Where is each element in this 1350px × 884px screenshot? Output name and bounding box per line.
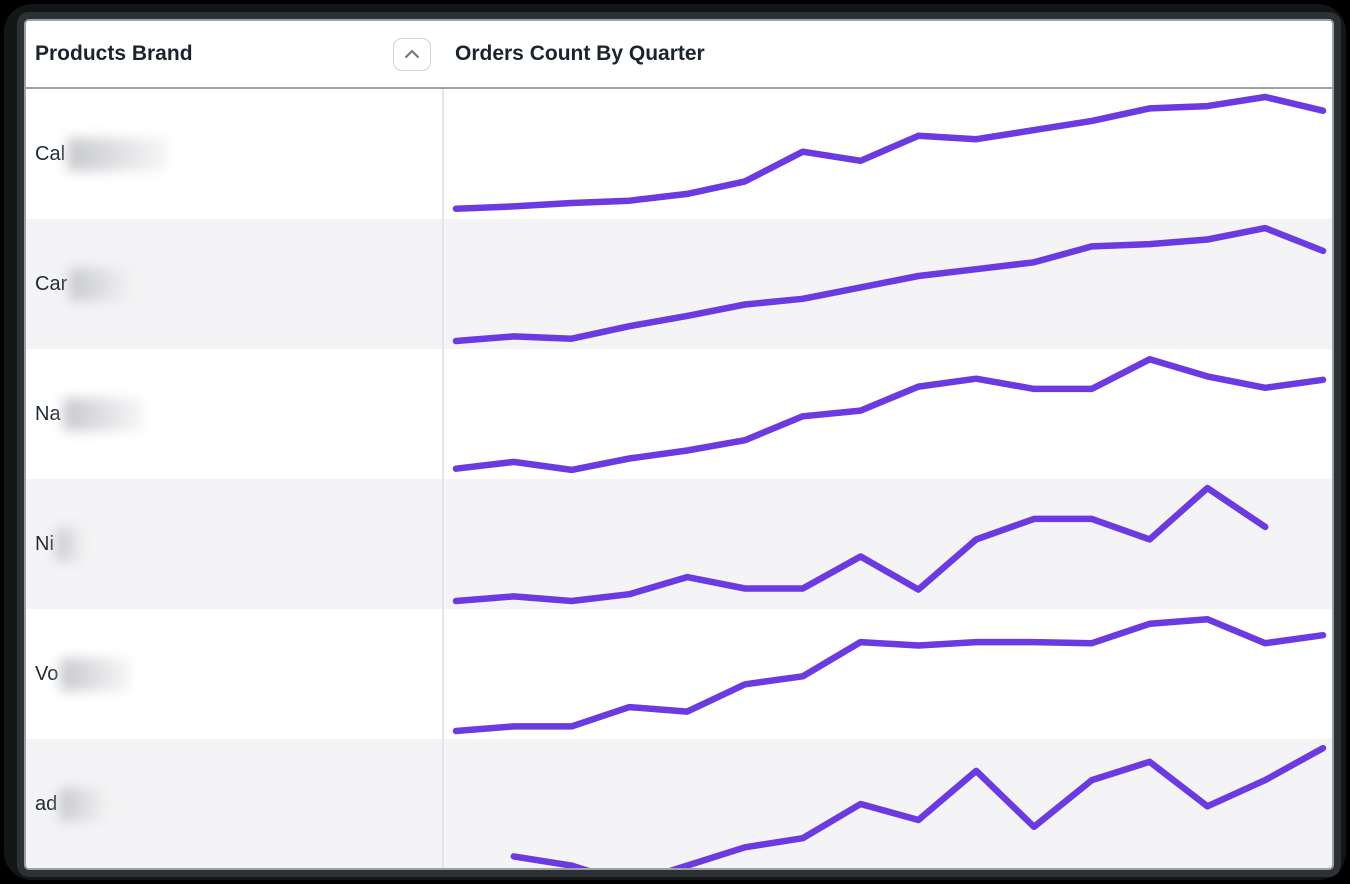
window-frame: Products Brand Orders Count By Quarter C… [4,4,1346,880]
redacted-text [67,137,168,171]
column-title-products-brand: Products Brand [35,42,193,65]
brand-cell: Na [26,349,442,479]
sparkline-chart [452,356,1327,474]
brand-cell: Ni [26,479,442,609]
brand-cell: ad [26,739,442,868]
column-header-orders-count: Orders Count By Quarter [442,21,1332,87]
sparkline-cell [442,739,1332,868]
sparkline-chart [452,484,1269,605]
sparkline-chart [452,224,1327,345]
redacted-text [59,787,114,821]
brand-cell: Cal [26,89,442,219]
table-row[interactable]: ad [26,739,1332,868]
data-table-card: Products Brand Orders Count By Quarter C… [24,19,1334,870]
sparkline-chart [452,93,1327,212]
table-row[interactable]: Na [26,349,1332,479]
redacted-text [62,397,143,431]
redacted-text [55,527,88,561]
column-title-orders-count: Orders Count By Quarter [455,42,705,65]
table-row[interactable]: Ni [26,479,1332,609]
brand-label-prefix: Ni [35,532,54,555]
redacted-text [69,267,140,301]
brand-label-prefix: Car [35,272,68,295]
sparkline-cell [442,609,1332,739]
sparkline-chart [510,744,1327,868]
brand-label-prefix: Vo [35,662,59,685]
sparkline-chart [452,616,1327,735]
table-body: Cal Car Na Ni Vo [26,89,1332,868]
brand-cell: Vo [26,609,442,739]
sparkline-cell [442,479,1332,609]
sparkline-cell [442,219,1332,349]
column-header-products-brand: Products Brand [26,21,442,87]
table-row[interactable]: Car [26,219,1332,349]
table-row[interactable]: Vo [26,609,1332,739]
sparkline-cell [442,89,1332,219]
brand-cell: Car [26,219,442,349]
column-divider [442,21,444,868]
brand-label-prefix: Na [35,402,61,425]
table-row[interactable]: Cal [26,89,1332,219]
brand-label-prefix: ad [35,792,58,815]
redacted-text [60,657,131,691]
sort-button[interactable] [393,37,431,71]
sparkline-cell [442,349,1332,479]
brand-label-prefix: Cal [35,142,66,165]
table-header: Products Brand Orders Count By Quarter [26,21,1332,89]
chevron-up-icon [404,49,420,59]
